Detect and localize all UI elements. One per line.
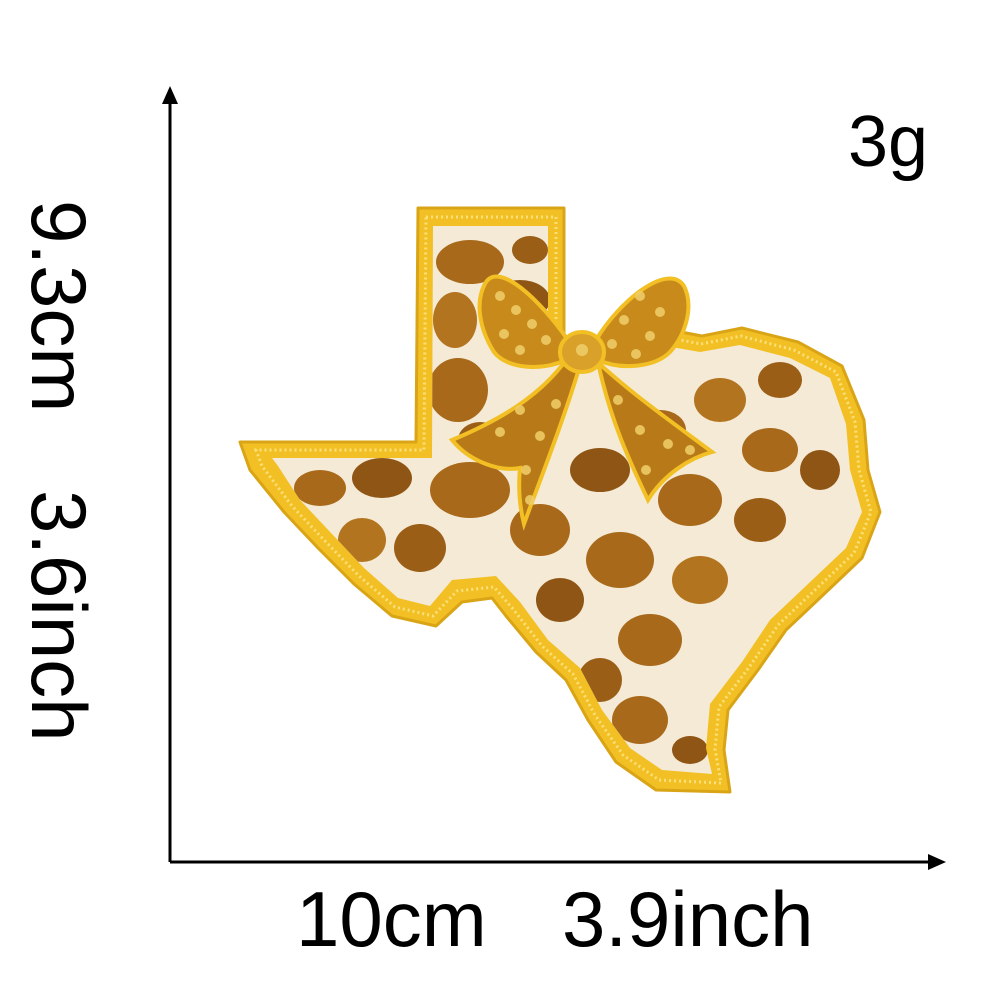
leopard-pattern bbox=[294, 236, 840, 764]
texas-patch bbox=[238, 206, 882, 794]
sequin-bow bbox=[448, 274, 717, 531]
width-inch-label: 3.9inch bbox=[562, 875, 814, 963]
height-inch-label: 3.6inch bbox=[15, 490, 103, 742]
height-cm-label: 9.3cm bbox=[15, 200, 103, 413]
arrow-up-icon bbox=[162, 86, 178, 104]
arrow-right-icon bbox=[928, 854, 946, 870]
weight-label: 3g bbox=[848, 102, 929, 182]
dimension-axes bbox=[162, 86, 946, 870]
width-cm-label: 10cm bbox=[296, 875, 487, 963]
